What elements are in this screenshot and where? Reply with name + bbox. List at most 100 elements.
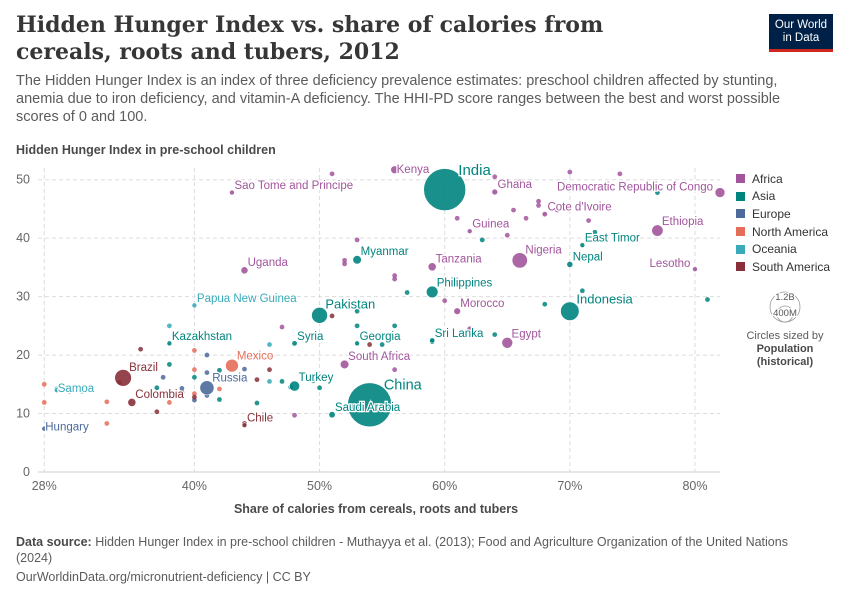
data-point-labeled[interactable] xyxy=(199,380,215,396)
data-point-labeled[interactable] xyxy=(241,422,248,429)
data-point[interactable] xyxy=(192,348,197,353)
data-point[interactable] xyxy=(217,386,222,392)
data-point[interactable] xyxy=(392,323,398,329)
data-point[interactable] xyxy=(179,390,185,395)
data-point-labeled[interactable] xyxy=(426,285,439,299)
data-point[interactable] xyxy=(579,288,585,294)
data-point-labeled[interactable] xyxy=(225,358,239,373)
data-point[interactable] xyxy=(342,257,347,263)
footer-credit[interactable]: OurWorldinData.org/micronutrient-deficie… xyxy=(16,570,311,584)
data-point[interactable] xyxy=(267,378,272,384)
data-point-labeled[interactable] xyxy=(390,165,399,174)
legend-item[interactable]: Oceania xyxy=(736,240,830,258)
legend-item[interactable]: Africa xyxy=(736,170,830,188)
data-point[interactable] xyxy=(66,388,72,394)
data-point[interactable] xyxy=(536,198,541,204)
data-point[interactable] xyxy=(492,332,498,338)
data-point[interactable] xyxy=(217,367,222,373)
data-point[interactable] xyxy=(354,237,360,243)
data-point-labeled[interactable] xyxy=(41,425,48,432)
data-point[interactable] xyxy=(192,391,197,397)
data-point[interactable] xyxy=(655,190,660,195)
data-point-labeled[interactable] xyxy=(347,382,392,428)
data-point[interactable] xyxy=(354,323,360,329)
data-point[interactable] xyxy=(166,362,172,367)
data-point[interactable] xyxy=(523,215,529,221)
data-point-labeled[interactable] xyxy=(423,168,467,211)
data-point[interactable] xyxy=(367,342,373,347)
data-point[interactable] xyxy=(292,412,297,418)
data-point[interactable] xyxy=(267,355,272,360)
data-point-labeled[interactable] xyxy=(311,307,328,324)
data-point[interactable] xyxy=(254,400,260,406)
data-point[interactable] xyxy=(467,166,473,172)
data-point[interactable] xyxy=(705,297,710,302)
data-point-labeled[interactable] xyxy=(692,266,698,272)
data-point-labeled[interactable] xyxy=(328,411,336,419)
data-point[interactable] xyxy=(310,378,316,384)
data-point[interactable] xyxy=(517,179,523,185)
data-point-labeled[interactable] xyxy=(501,337,514,349)
data-point[interactable] xyxy=(192,394,197,400)
data-point[interactable] xyxy=(329,171,335,177)
data-point-labeled[interactable] xyxy=(427,262,437,272)
data-point[interactable] xyxy=(138,346,144,352)
data-point[interactable] xyxy=(479,237,485,243)
data-point-labeled[interactable] xyxy=(541,211,548,218)
data-point-labeled[interactable] xyxy=(166,340,173,347)
data-point-labeled[interactable] xyxy=(560,301,580,321)
data-point[interactable] xyxy=(342,261,347,267)
data-point[interactable] xyxy=(542,301,548,307)
data-point[interactable] xyxy=(267,367,272,373)
data-point-labeled[interactable] xyxy=(291,340,298,347)
data-point-labeled[interactable] xyxy=(114,369,132,387)
legend-item[interactable]: North America xyxy=(736,223,830,241)
data-point[interactable] xyxy=(392,276,398,282)
data-point[interactable] xyxy=(586,218,592,224)
data-point[interactable] xyxy=(536,203,541,208)
data-point-labeled[interactable] xyxy=(127,398,137,407)
data-point-labeled[interactable] xyxy=(289,380,300,392)
data-point-labeled[interactable] xyxy=(429,337,436,344)
data-point[interactable] xyxy=(154,409,160,415)
data-point[interactable] xyxy=(166,323,172,329)
data-point[interactable] xyxy=(79,388,85,394)
data-point[interactable] xyxy=(454,215,460,221)
data-point[interactable] xyxy=(41,400,47,405)
data-point-labeled[interactable] xyxy=(352,255,362,265)
data-point[interactable] xyxy=(160,374,166,380)
data-point[interactable] xyxy=(467,326,473,332)
data-point[interactable] xyxy=(254,377,260,383)
data-point[interactable] xyxy=(204,370,210,376)
data-point-labeled[interactable] xyxy=(466,228,473,234)
data-point[interactable] xyxy=(154,385,160,391)
data-point-labeled[interactable] xyxy=(191,302,198,309)
legend-item[interactable]: Asia xyxy=(736,188,830,206)
data-point[interactable] xyxy=(392,367,398,373)
data-point-labeled[interactable] xyxy=(714,187,726,198)
data-point[interactable] xyxy=(204,352,210,358)
data-point-labeled[interactable] xyxy=(511,252,528,269)
data-point[interactable] xyxy=(392,273,398,278)
data-point[interactable] xyxy=(404,290,410,295)
data-point-labeled[interactable] xyxy=(229,189,235,196)
data-point[interactable] xyxy=(511,207,516,213)
data-point[interactable] xyxy=(279,378,285,384)
data-point[interactable] xyxy=(317,385,322,391)
data-point[interactable] xyxy=(279,324,285,330)
data-point[interactable] xyxy=(267,342,272,347)
data-point[interactable] xyxy=(192,367,197,373)
data-point[interactable] xyxy=(166,400,172,405)
data-point-labeled[interactable] xyxy=(453,307,461,315)
data-point-labeled[interactable] xyxy=(339,359,350,370)
data-point-labeled[interactable] xyxy=(579,242,586,248)
data-point-labeled[interactable] xyxy=(651,224,664,237)
data-point[interactable] xyxy=(492,174,498,180)
data-point-labeled[interactable] xyxy=(53,387,60,393)
data-point-labeled[interactable] xyxy=(491,188,499,196)
data-point[interactable] xyxy=(554,207,560,213)
data-point[interactable] xyxy=(617,171,623,177)
data-point[interactable] xyxy=(179,386,185,391)
data-point-labeled[interactable] xyxy=(354,340,360,347)
data-point[interactable] xyxy=(41,381,47,387)
